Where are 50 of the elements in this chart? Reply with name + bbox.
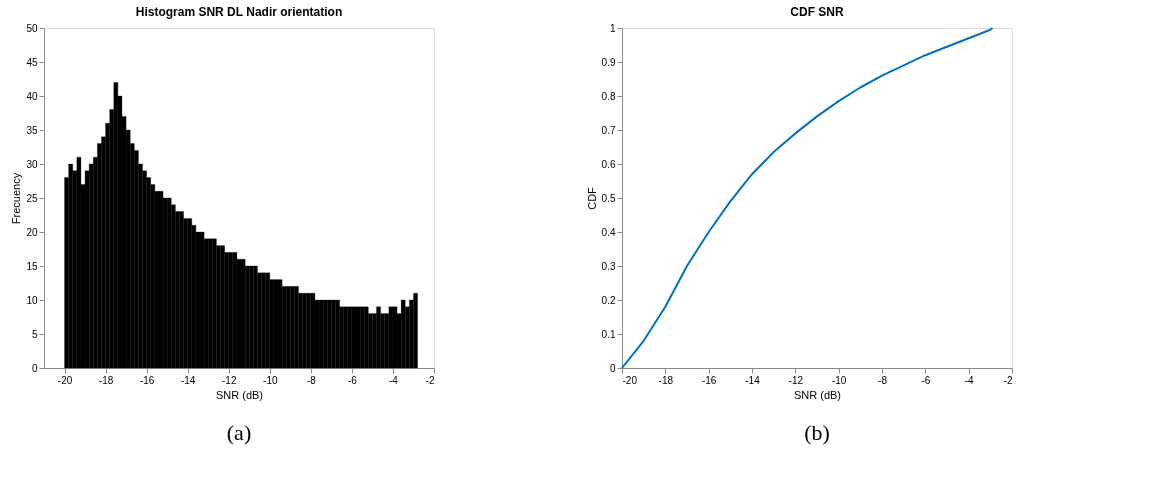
x-tick-label: -6	[921, 374, 931, 386]
x-tick-label: -4	[388, 374, 399, 386]
x-tick-label: -4	[964, 374, 975, 386]
y-tick-label: 10	[26, 294, 38, 306]
y-tick-label: 40	[26, 90, 38, 102]
x-tick-label: -2	[1003, 374, 1013, 386]
x-tick-label: -12	[222, 374, 237, 386]
x-axis-title: SNR (dB)	[215, 388, 264, 401]
y-tick-label: 35	[26, 124, 38, 136]
chart-title: Histogram SNR DL Nadir orientation	[135, 5, 343, 19]
y-tick-label: 0	[609, 362, 616, 374]
x-tick-label: -8	[878, 374, 888, 386]
y-tick-label: 25	[26, 192, 38, 204]
y-tick-label: 0	[31, 362, 38, 374]
x-tick-label: -20	[57, 374, 73, 386]
x-tick-label: -14	[180, 374, 196, 386]
x-tick-label: -18	[98, 374, 114, 386]
x-tick-label: -6	[347, 374, 358, 386]
y-tick-label: 0.9	[601, 56, 616, 68]
y-tick-label: 0.1	[601, 328, 616, 340]
y-tick-label: 0.7	[601, 124, 616, 136]
y-tick-label: 20	[26, 226, 38, 238]
y-tick-label: 0.4	[601, 226, 616, 238]
x-tick-label: -2	[425, 374, 435, 386]
x-tick-label: -14	[745, 374, 761, 386]
y-axis-title: Frecuency	[10, 172, 23, 225]
chart-title: CDF SNR	[790, 5, 844, 19]
x-tick-label: -8	[306, 374, 317, 386]
x-tick-label: -12	[788, 374, 804, 386]
text: (b)	[804, 420, 830, 445]
y-tick-label: 1	[609, 22, 616, 34]
y-tick-label: 0.6	[601, 158, 616, 170]
y-tick-label: 30	[26, 158, 38, 170]
y-tick-label: 0.3	[601, 260, 616, 272]
x-tick-label: -10	[831, 374, 847, 386]
y-tick-label: 5	[31, 328, 38, 340]
x-tick-label: -18	[658, 374, 674, 386]
y-tick-label: 0.5	[601, 192, 616, 204]
x-tick-label: -16	[139, 374, 155, 386]
y-tick-label: 45	[26, 56, 38, 68]
y-tick-label: 0.2	[601, 294, 616, 306]
y-tick-label: 0.8	[601, 90, 616, 102]
x-axis-title: SNR (dB)	[793, 388, 842, 401]
x-tick-label: -16	[701, 374, 717, 386]
x-tick-label: -20	[622, 374, 638, 386]
text: (a)	[226, 420, 252, 445]
y-axis-title: CDF	[585, 186, 598, 210]
x-tick-label: -10	[263, 374, 278, 386]
y-tick-label: 15	[26, 260, 38, 272]
y-tick-label: 50	[26, 22, 38, 34]
